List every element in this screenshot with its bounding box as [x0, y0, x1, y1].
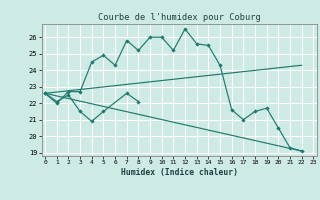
Title: Courbe de l'humidex pour Coburg: Courbe de l'humidex pour Coburg: [98, 13, 260, 22]
X-axis label: Humidex (Indice chaleur): Humidex (Indice chaleur): [121, 168, 238, 177]
